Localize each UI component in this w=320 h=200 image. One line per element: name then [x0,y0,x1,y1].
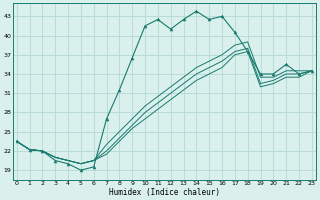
X-axis label: Humidex (Indice chaleur): Humidex (Indice chaleur) [109,188,220,197]
